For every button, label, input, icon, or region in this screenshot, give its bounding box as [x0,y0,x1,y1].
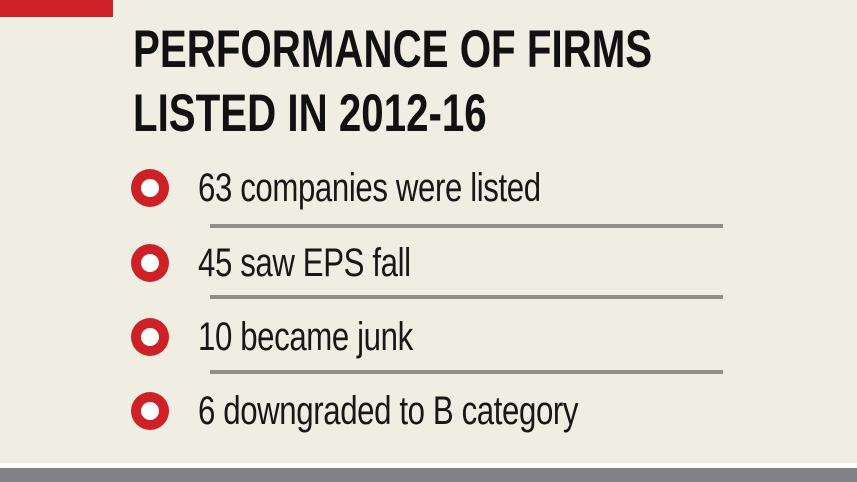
ring-bullet-icon [131,244,169,282]
infographic-title: PERFORMANCE OF FIRMS LISTED IN 2012-16 [133,18,816,146]
ring-bullet-icon [131,392,169,430]
ring-bullet-icon [131,169,169,207]
title-line-2: LISTED IN 2012-16 [133,84,487,143]
list-item: 6 downgraded to B category [0,387,857,435]
ring-bullet-icon [131,318,169,356]
separator-line [210,295,723,299]
title-line-1: PERFORMANCE OF FIRMS [133,20,653,79]
list-item: 10 became junk [0,313,857,361]
list-item: 63 companies were listed [0,164,857,212]
list-item-label: 6 downgraded to B category [198,389,579,433]
list-item-label: 10 became junk [198,315,413,359]
footer-divider [0,463,857,468]
separator-line [210,370,723,374]
list-item-label: 45 saw EPS fall [198,241,411,285]
footer-bar [0,468,857,482]
list-item: 45 saw EPS fall [0,239,857,287]
list-item-label: 63 companies were listed [198,166,541,210]
separator-line [210,224,723,228]
top-left-accent-bar [0,0,113,17]
